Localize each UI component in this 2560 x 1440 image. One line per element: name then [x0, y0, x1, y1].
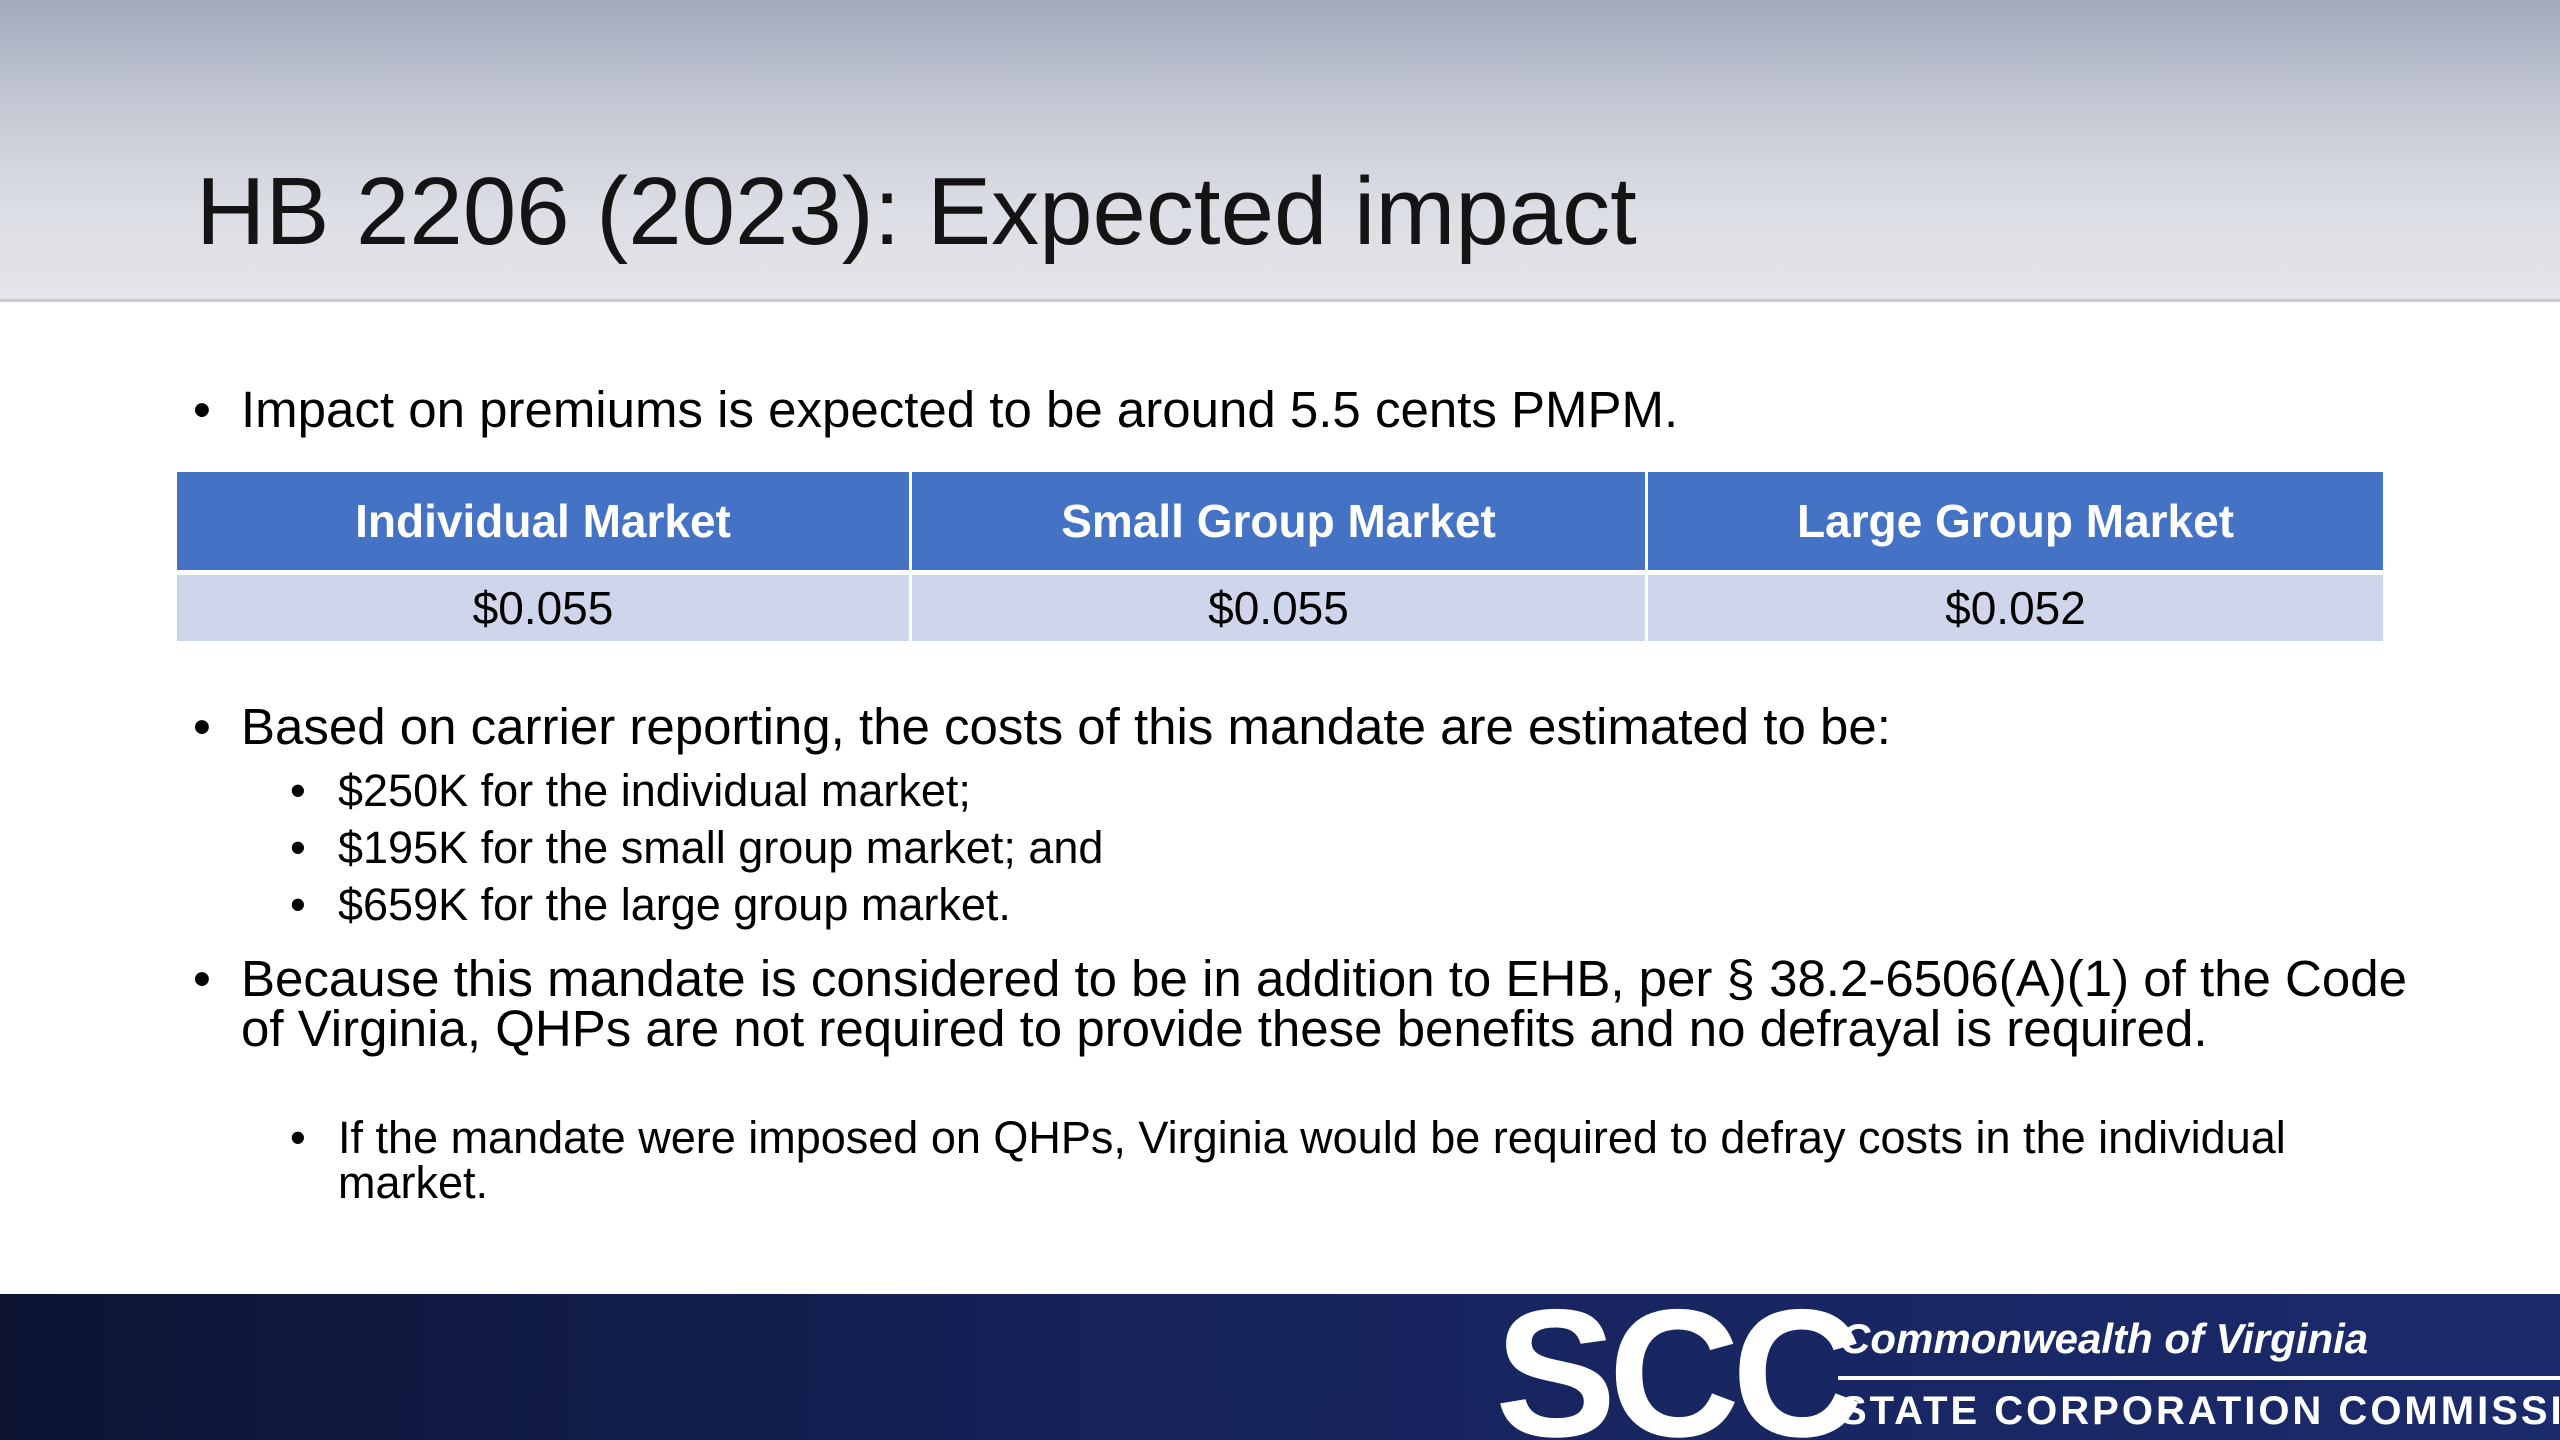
bullet-text: $250K for the individual market;	[338, 765, 971, 816]
bullet-text: Because this mandate is considered to be…	[241, 950, 2407, 1057]
bullet-text: If the mandate were imposed on QHPs, Vir…	[338, 1112, 2286, 1208]
bullet-text: Based on carrier reporting, the costs of…	[241, 698, 1891, 755]
bullet-premium-impact: • Impact on premiums is expected to be a…	[193, 381, 2393, 438]
bullet-dot: •	[193, 698, 211, 755]
premium-impact-table: Individual Market Small Group Market Lar…	[177, 472, 2383, 641]
sub-bullet-large-group-cost: • $659K for the large group market.	[290, 882, 2440, 927]
sub-bullet-defrayal-note: • If the mandate were imposed on QHPs, V…	[290, 1115, 2340, 1205]
column-header-large-group: Large Group Market	[1648, 472, 2383, 575]
column-header-individual: Individual Market	[177, 472, 912, 575]
slide-footer: SCC Commonwealth of Virginia STATE CORPO…	[0, 1294, 2560, 1440]
agency-line-commonwealth: Commonwealth of Virginia	[1840, 1315, 2369, 1362]
scc-logo: SCC	[1495, 1294, 1863, 1440]
bullet-dot: •	[193, 950, 211, 1007]
bullet-text: Impact on premiums is expected to be aro…	[241, 381, 1679, 438]
agency-divider	[1838, 1376, 2560, 1380]
agency-line-commission: STATE CORPORATION COMMISSION	[1840, 1389, 2560, 1433]
cell-individual-value: $0.055	[177, 575, 912, 641]
bullet-dot: •	[290, 879, 306, 930]
slide-title: HB 2206 (2023): Expected impact	[196, 158, 1637, 265]
bullet-dot: •	[193, 381, 211, 438]
cell-large-group-value: $0.052	[1648, 575, 2383, 641]
bullet-dot: •	[290, 765, 306, 816]
column-header-small-group: Small Group Market	[912, 472, 1648, 575]
sub-bullet-small-group-cost: • $195K for the small group market; and	[290, 825, 2440, 870]
bullet-ehb-note: • Because this mandate is considered to …	[193, 950, 2423, 1057]
slide-header: HB 2206 (2023): Expected impact	[0, 0, 2560, 302]
cell-small-group-value: $0.055	[912, 575, 1648, 641]
bullet-costs-intro: • Based on carrier reporting, the costs …	[193, 698, 2443, 755]
table-row: $0.055 $0.055 $0.052	[177, 575, 2383, 641]
bullet-text: $659K for the large group market.	[338, 879, 1011, 930]
table-header-row: Individual Market Small Group Market Lar…	[177, 472, 2383, 575]
sub-bullet-individual-cost: • $250K for the individual market;	[290, 768, 2440, 813]
bullet-dot: •	[290, 822, 306, 873]
bullet-dot: •	[290, 1112, 306, 1163]
bullet-text: $195K for the small group market; and	[338, 822, 1104, 873]
